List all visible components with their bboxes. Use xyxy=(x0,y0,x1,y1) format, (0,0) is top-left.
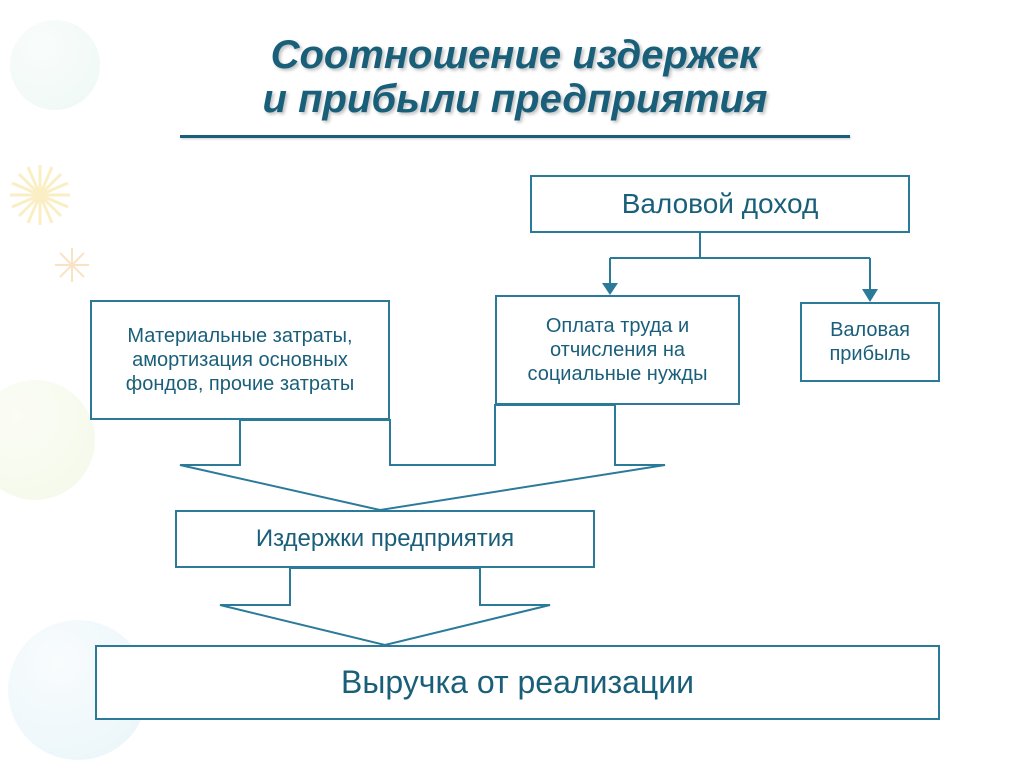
block-arrow-to-revenue xyxy=(0,0,1024,768)
